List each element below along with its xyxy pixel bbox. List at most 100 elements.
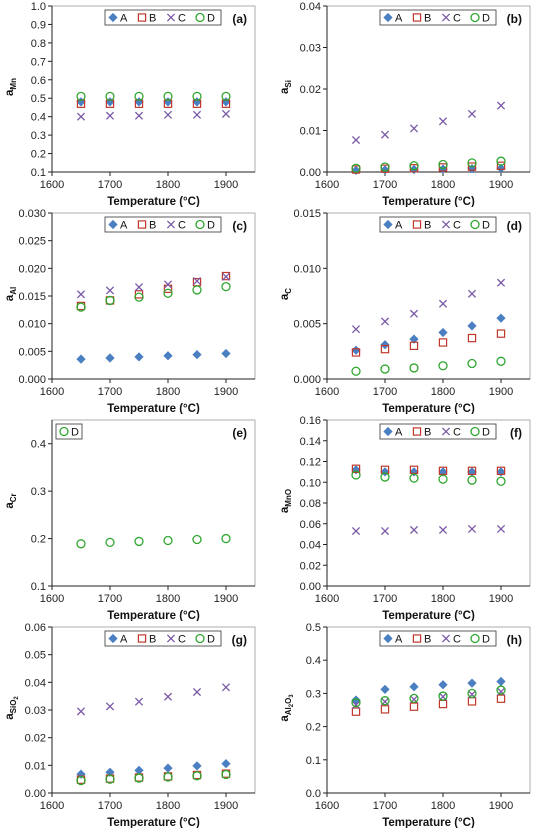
series-d	[76, 533, 231, 549]
data-point	[192, 687, 202, 697]
series-b	[76, 271, 231, 311]
y-tick-label: 0.08	[300, 498, 321, 510]
data-point	[438, 699, 448, 709]
data-point	[380, 162, 390, 172]
legend-marker-d	[59, 426, 69, 437]
panel-label: (d)	[507, 219, 522, 233]
series-d	[351, 356, 506, 376]
data-point	[163, 535, 173, 546]
series-d	[351, 685, 506, 708]
chart-panel-f: 1600 1700 1800 1900 0.00 0.02 0.04 0.06 0.08 0.10…	[275, 414, 550, 622]
data-point	[351, 700, 361, 710]
data-point	[221, 348, 231, 359]
chart-panel-e: 1600 1700 1800 1900 0.1 0.2 0.3 0.4 Temperature …	[0, 414, 275, 622]
y-tick-label: 0.06	[300, 519, 321, 531]
series-b	[351, 694, 506, 716]
x-tick-label: 1700	[98, 593, 122, 605]
data-point	[438, 680, 448, 690]
x-axis-title: Temperature (°C)	[382, 403, 475, 414]
legend-label-c: C	[453, 220, 461, 232]
data-point	[380, 364, 390, 374]
x-tick-label: 1900	[214, 386, 238, 398]
panel-label: (f)	[510, 426, 522, 440]
x-tick-label: 1600	[40, 593, 64, 605]
data-point	[409, 341, 419, 350]
chart-svg: 1600 1700 1800 1900 0.00 0.01 0.02 0.03 0.04 Temp…	[279, 1, 531, 208]
y-tick-label: 0.4	[31, 439, 46, 451]
data-point	[192, 771, 202, 781]
x-axis-title: Temperature (°C)	[107, 196, 200, 207]
x-tick-label: 1700	[373, 386, 397, 398]
legend-marker-a	[108, 633, 118, 644]
data-point	[105, 767, 115, 777]
data-point	[380, 344, 390, 354]
data-point	[380, 317, 390, 326]
data-point	[438, 361, 448, 371]
y-tick-label: 0.02	[25, 733, 46, 745]
legend-box	[379, 630, 497, 647]
data-point	[496, 687, 506, 696]
data-point	[221, 769, 231, 780]
data-point	[496, 163, 506, 173]
data-point	[163, 351, 173, 361]
legend-box	[104, 216, 222, 233]
y-tick-label: 0.03	[25, 705, 46, 717]
legend-box	[379, 216, 497, 233]
data-point	[351, 707, 361, 716]
x-tick-label: 1800	[156, 800, 180, 812]
x-tick-label: 1900	[489, 386, 513, 398]
data-point	[163, 288, 173, 298]
legend-label-b: B	[149, 220, 156, 232]
data-point	[438, 327, 448, 338]
legend-label-d: D	[482, 13, 490, 25]
data-point	[351, 465, 361, 475]
x-tick-label: 1700	[373, 179, 397, 191]
x-tick-label: 1800	[431, 593, 455, 605]
data-point	[409, 467, 419, 477]
chart-panel-c: 1600 1700 1800 1900 0.000 0.005 0.010 0.015 0.02…	[0, 207, 275, 415]
series-c	[351, 101, 506, 145]
data-point	[351, 698, 361, 708]
data-point	[496, 101, 506, 110]
data-point	[134, 292, 144, 302]
data-point	[467, 333, 477, 343]
legend-marker-c	[441, 427, 451, 436]
data-point	[409, 309, 419, 318]
legend-marker-a	[383, 633, 393, 644]
x-tick-label: 1700	[373, 800, 397, 812]
legend-marker-d	[470, 12, 480, 23]
panel-label: (c)	[232, 219, 247, 233]
legend-label-d: D	[482, 634, 490, 646]
series-a	[351, 465, 506, 477]
data-point	[409, 161, 419, 171]
data-point	[192, 350, 202, 360]
y-tick-label: 0.015	[293, 208, 321, 220]
y-tick-label: 0.04	[300, 540, 321, 552]
data-point	[438, 525, 448, 535]
plot-area	[51, 5, 256, 173]
y-tick-label: 0.00	[300, 581, 321, 593]
series-d	[76, 769, 231, 786]
series-b	[76, 769, 231, 784]
panel-label: (h)	[507, 633, 522, 647]
chart-svg: 1600 1700 1800 1900 0.1 0.2 0.3 0.4 Temperature …	[4, 419, 256, 622]
x-tick-label: 1900	[489, 179, 513, 191]
x-axis-title: Temperature (°C)	[107, 403, 200, 414]
chart-svg: 1600 1700 1800 1900 0.000 0.005 0.010 0.015 Temp…	[279, 208, 531, 415]
y-tick-label: 0.6	[31, 75, 46, 87]
legend-marker-c	[441, 220, 451, 229]
chart-panel-g: 1600 1700 1800 1900 0.00 0.01 0.02 0.03 0.04 0.05…	[0, 621, 275, 829]
data-point	[105, 295, 115, 306]
y-tick-label: 0.3	[306, 688, 321, 700]
chart-svg: 1600 1700 1800 1900 0.0 0.1 0.2 0.3 0.4 0.5 Temper…	[279, 622, 531, 829]
legend-marker-d	[470, 219, 480, 230]
data-point	[351, 325, 361, 334]
series-d	[76, 91, 231, 102]
series-a	[351, 163, 506, 175]
legend-label-c: C	[453, 634, 461, 646]
series-a	[351, 676, 506, 705]
x-tick-label: 1600	[315, 386, 339, 398]
x-tick-label: 1700	[98, 386, 122, 398]
y-tick-label: 0.5	[31, 93, 46, 105]
y-tick-label: 0.14	[300, 436, 321, 448]
